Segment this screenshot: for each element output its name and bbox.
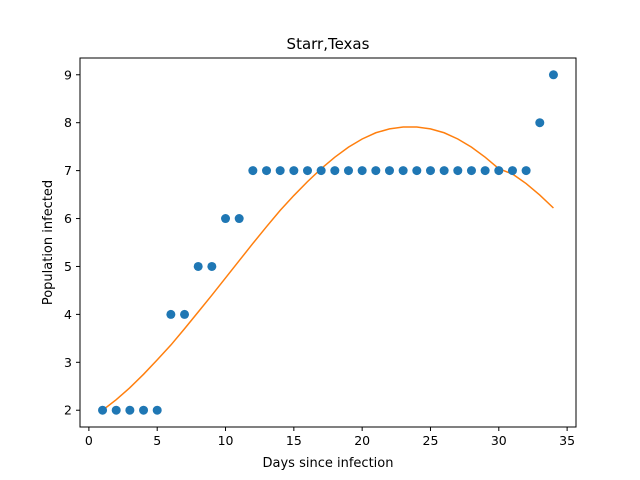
- x-tick-label: 15: [286, 433, 302, 448]
- plot-area: [98, 70, 558, 415]
- data-point: [111, 405, 121, 415]
- data-point: [453, 166, 463, 176]
- x-axis: 0 5 10 15 20 25 30 35: [85, 427, 575, 448]
- data-point: [193, 261, 203, 271]
- x-tick-label: 30: [491, 433, 507, 448]
- x-tick-label: 0: [85, 433, 93, 448]
- data-point: [494, 166, 504, 176]
- y-tick-label: 8: [64, 115, 72, 130]
- y-axis: 2 3 4 5 6 7 8 9: [64, 67, 80, 418]
- y-tick-label: 7: [64, 163, 72, 178]
- data-point: [330, 166, 340, 176]
- y-tick-label: 6: [64, 211, 72, 226]
- fit-line: [102, 126, 554, 411]
- data-point: [412, 166, 422, 176]
- data-point: [480, 166, 490, 176]
- data-point: [180, 309, 190, 319]
- data-point: [439, 166, 449, 176]
- data-point: [207, 261, 217, 271]
- y-tick-label: 9: [64, 67, 72, 82]
- data-point: [234, 214, 244, 224]
- data-point: [521, 166, 531, 176]
- data-point: [466, 166, 476, 176]
- x-tick-label: 20: [354, 433, 370, 448]
- data-point: [275, 166, 285, 176]
- data-point: [125, 405, 135, 415]
- data-point: [371, 166, 381, 176]
- data-point: [98, 405, 108, 415]
- y-tick-label: 3: [64, 355, 72, 370]
- data-point: [248, 166, 258, 176]
- x-tick-label: 10: [218, 433, 234, 448]
- data-point: [343, 166, 353, 176]
- plot-frame: [79, 57, 577, 428]
- x-axis-label: Days since infection: [263, 456, 394, 471]
- data-point: [166, 309, 176, 319]
- data-point: [139, 405, 149, 415]
- y-tick-label: 5: [64, 259, 72, 274]
- x-tick-label: 35: [559, 433, 575, 448]
- data-point: [357, 166, 367, 176]
- data-point: [398, 166, 408, 176]
- data-point: [425, 166, 435, 176]
- data-point: [548, 70, 558, 80]
- data-point: [221, 214, 231, 224]
- data-point: [507, 166, 517, 176]
- data-point: [289, 166, 299, 176]
- x-tick-label: 5: [153, 433, 161, 448]
- chart-title: Starr,Texas: [287, 35, 370, 53]
- y-axis-label: Population infected: [41, 180, 56, 305]
- data-point: [152, 405, 162, 415]
- data-point: [303, 166, 313, 176]
- data-point: [535, 118, 545, 128]
- y-tick-label: 2: [64, 403, 72, 418]
- data-point: [262, 166, 272, 176]
- x-tick-label: 25: [423, 433, 439, 448]
- data-point: [316, 166, 326, 176]
- y-tick-label: 4: [64, 307, 72, 322]
- data-point: [384, 166, 394, 176]
